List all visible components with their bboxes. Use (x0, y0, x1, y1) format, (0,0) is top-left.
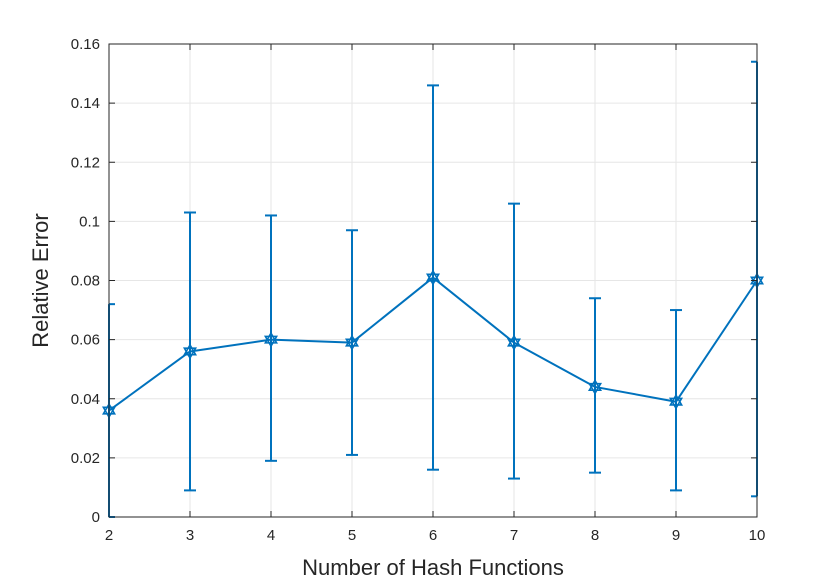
x-tick-label: 10 (749, 527, 766, 544)
data-point-marker (425, 269, 441, 282)
y-tick-label: 0.04 (71, 391, 100, 408)
x-tick-label: 3 (186, 527, 194, 544)
data-point-marker (587, 382, 603, 396)
data-point-marker (182, 343, 198, 356)
y-tick-label: 0.08 (71, 273, 100, 290)
y-axis-title: Relative Error (28, 213, 53, 347)
data-point-marker (263, 335, 279, 348)
x-tick-label: 4 (267, 527, 275, 544)
y-tick-label: 0 (92, 509, 100, 526)
y-tick-label: 0.1 (79, 213, 100, 230)
y-tick-label: 0.14 (71, 95, 100, 112)
x-axis-title: Number of Hash Functions (302, 555, 564, 580)
data-point-marker (587, 378, 603, 391)
y-tick-label: 0.06 (71, 332, 100, 349)
x-tick-label: 7 (510, 527, 518, 544)
x-tick-label: 2 (105, 527, 113, 544)
x-tick-label: 5 (348, 527, 356, 544)
data-point-marker (668, 393, 684, 406)
y-tick-label: 0.12 (71, 154, 100, 171)
data-point-marker (506, 338, 522, 351)
data-point-marker (425, 273, 441, 286)
y-tick-label: 0.16 (71, 36, 100, 53)
axis-ticks: 2 3 4 5 6 7 8 9 10 0 0.02 0.04 0.06 0.08 0.1 0.12 0.14 0.… (71, 36, 766, 544)
data-series (101, 60, 765, 518)
data-point-marker (263, 331, 279, 344)
data-point-marker (344, 334, 360, 347)
y-tick-label: 0.02 (71, 450, 100, 467)
data-point-marker (344, 338, 360, 351)
x-tick-label: 8 (591, 527, 599, 544)
x-tick-label: 6 (429, 527, 437, 544)
x-tick-label: 9 (672, 527, 680, 544)
data-point-marker (506, 334, 522, 347)
data-point-marker (182, 347, 198, 360)
data-point-marker (668, 397, 684, 410)
